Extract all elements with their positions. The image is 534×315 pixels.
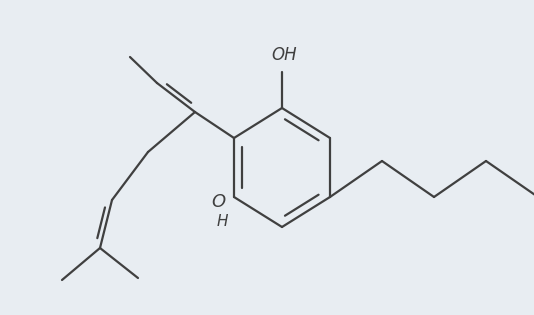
Text: OH: OH [271,46,297,64]
Text: H: H [216,215,227,230]
Text: O: O [211,193,225,211]
